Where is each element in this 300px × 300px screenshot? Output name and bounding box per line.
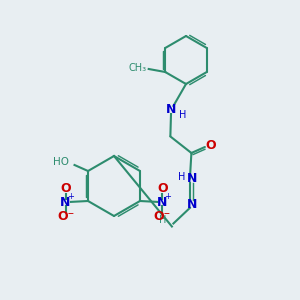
- Text: N: N: [187, 172, 197, 185]
- Text: O: O: [205, 139, 216, 152]
- Text: N: N: [157, 196, 168, 209]
- Text: H: H: [178, 172, 185, 182]
- Text: CH₃: CH₃: [128, 63, 146, 74]
- Text: N: N: [166, 103, 176, 116]
- Text: N: N: [187, 197, 197, 211]
- Text: H: H: [159, 215, 167, 226]
- Text: O⁻: O⁻: [154, 209, 171, 223]
- Text: H: H: [179, 110, 186, 120]
- Text: HO: HO: [53, 157, 69, 167]
- Text: O: O: [60, 182, 71, 196]
- Text: +: +: [68, 192, 74, 201]
- Text: O: O: [157, 182, 168, 196]
- Text: +: +: [164, 192, 171, 201]
- Text: O⁻: O⁻: [57, 209, 74, 223]
- Text: N: N: [60, 196, 71, 209]
